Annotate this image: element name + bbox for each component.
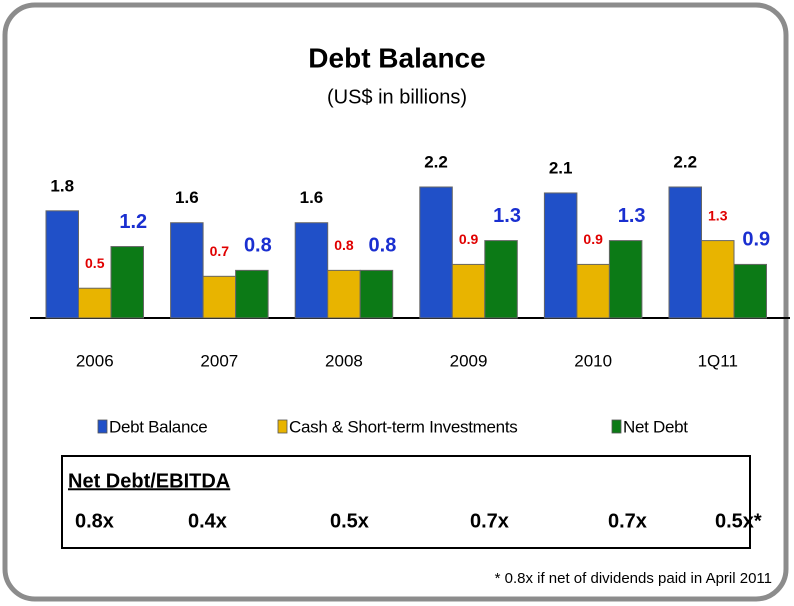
footnote: * 0.8x if net of dividends paid in April… — [495, 570, 772, 587]
x-tick-label: 2008 — [325, 351, 363, 370]
bar — [484, 240, 518, 319]
x-tick-label: 2009 — [450, 351, 488, 370]
legend-swatch — [97, 419, 108, 434]
bar — [733, 263, 767, 319]
data-label: 0.8 — [369, 235, 397, 257]
bar — [451, 263, 486, 319]
bar — [608, 240, 643, 319]
ratio-value: 0.5x* — [715, 510, 762, 532]
data-label: 2.1 — [549, 158, 573, 177]
legend-swatch — [277, 419, 288, 434]
data-label: 1.2 — [119, 211, 147, 233]
data-label: 1.3 — [708, 207, 728, 223]
legend-label: Cash & Short-term Investments — [289, 417, 517, 436]
ratio-value: 0.8x — [75, 510, 114, 532]
data-label: 1.3 — [618, 205, 646, 227]
legend-swatch — [611, 419, 622, 434]
data-label: 0.9 — [459, 231, 479, 247]
data-label: 1.8 — [50, 176, 74, 195]
x-tick-label: 1Q11 — [698, 351, 738, 370]
bar — [78, 287, 112, 319]
ratio-box — [61, 455, 751, 549]
bar — [327, 269, 361, 319]
x-tick-label: 2007 — [200, 351, 238, 370]
bar — [668, 186, 702, 319]
legend-label: Debt Balance — [109, 417, 207, 436]
bar — [235, 269, 269, 319]
bar — [110, 246, 144, 319]
data-label: 2.2 — [673, 152, 697, 171]
ratio-value: 0.4x — [188, 510, 227, 532]
bar — [701, 240, 735, 319]
data-label: 0.7 — [210, 243, 230, 259]
data-label: 0.8 — [244, 235, 272, 257]
bar — [170, 222, 204, 319]
data-label: 0.5 — [85, 255, 105, 271]
bar — [294, 222, 329, 319]
bar — [419, 186, 453, 319]
ratio-title: Net Debt/EBITDA — [68, 470, 230, 492]
x-tick-label: 2010 — [574, 351, 612, 370]
data-label: 0.8 — [334, 237, 354, 253]
data-label: 0.9 — [742, 229, 770, 251]
ratio-value: 0.5x — [330, 510, 369, 532]
data-label: 1.6 — [175, 188, 199, 207]
ratio-value: 0.7x — [470, 510, 509, 532]
bar — [576, 263, 610, 319]
data-label: 1.6 — [300, 188, 324, 207]
data-label: 0.9 — [583, 231, 603, 247]
chart-title: Debt Balance — [308, 42, 485, 73]
x-tick-label: 2006 — [76, 351, 114, 370]
bar — [359, 269, 394, 319]
bar — [543, 192, 578, 319]
legend-label: Net Debt — [623, 417, 688, 436]
ratio-value: 0.7x — [608, 510, 647, 532]
data-label: 1.3 — [493, 205, 521, 227]
bar — [45, 210, 79, 319]
bar — [202, 275, 237, 319]
data-label: 2.2 — [424, 152, 448, 171]
chart-subtitle: (US$ in billions) — [327, 86, 467, 108]
